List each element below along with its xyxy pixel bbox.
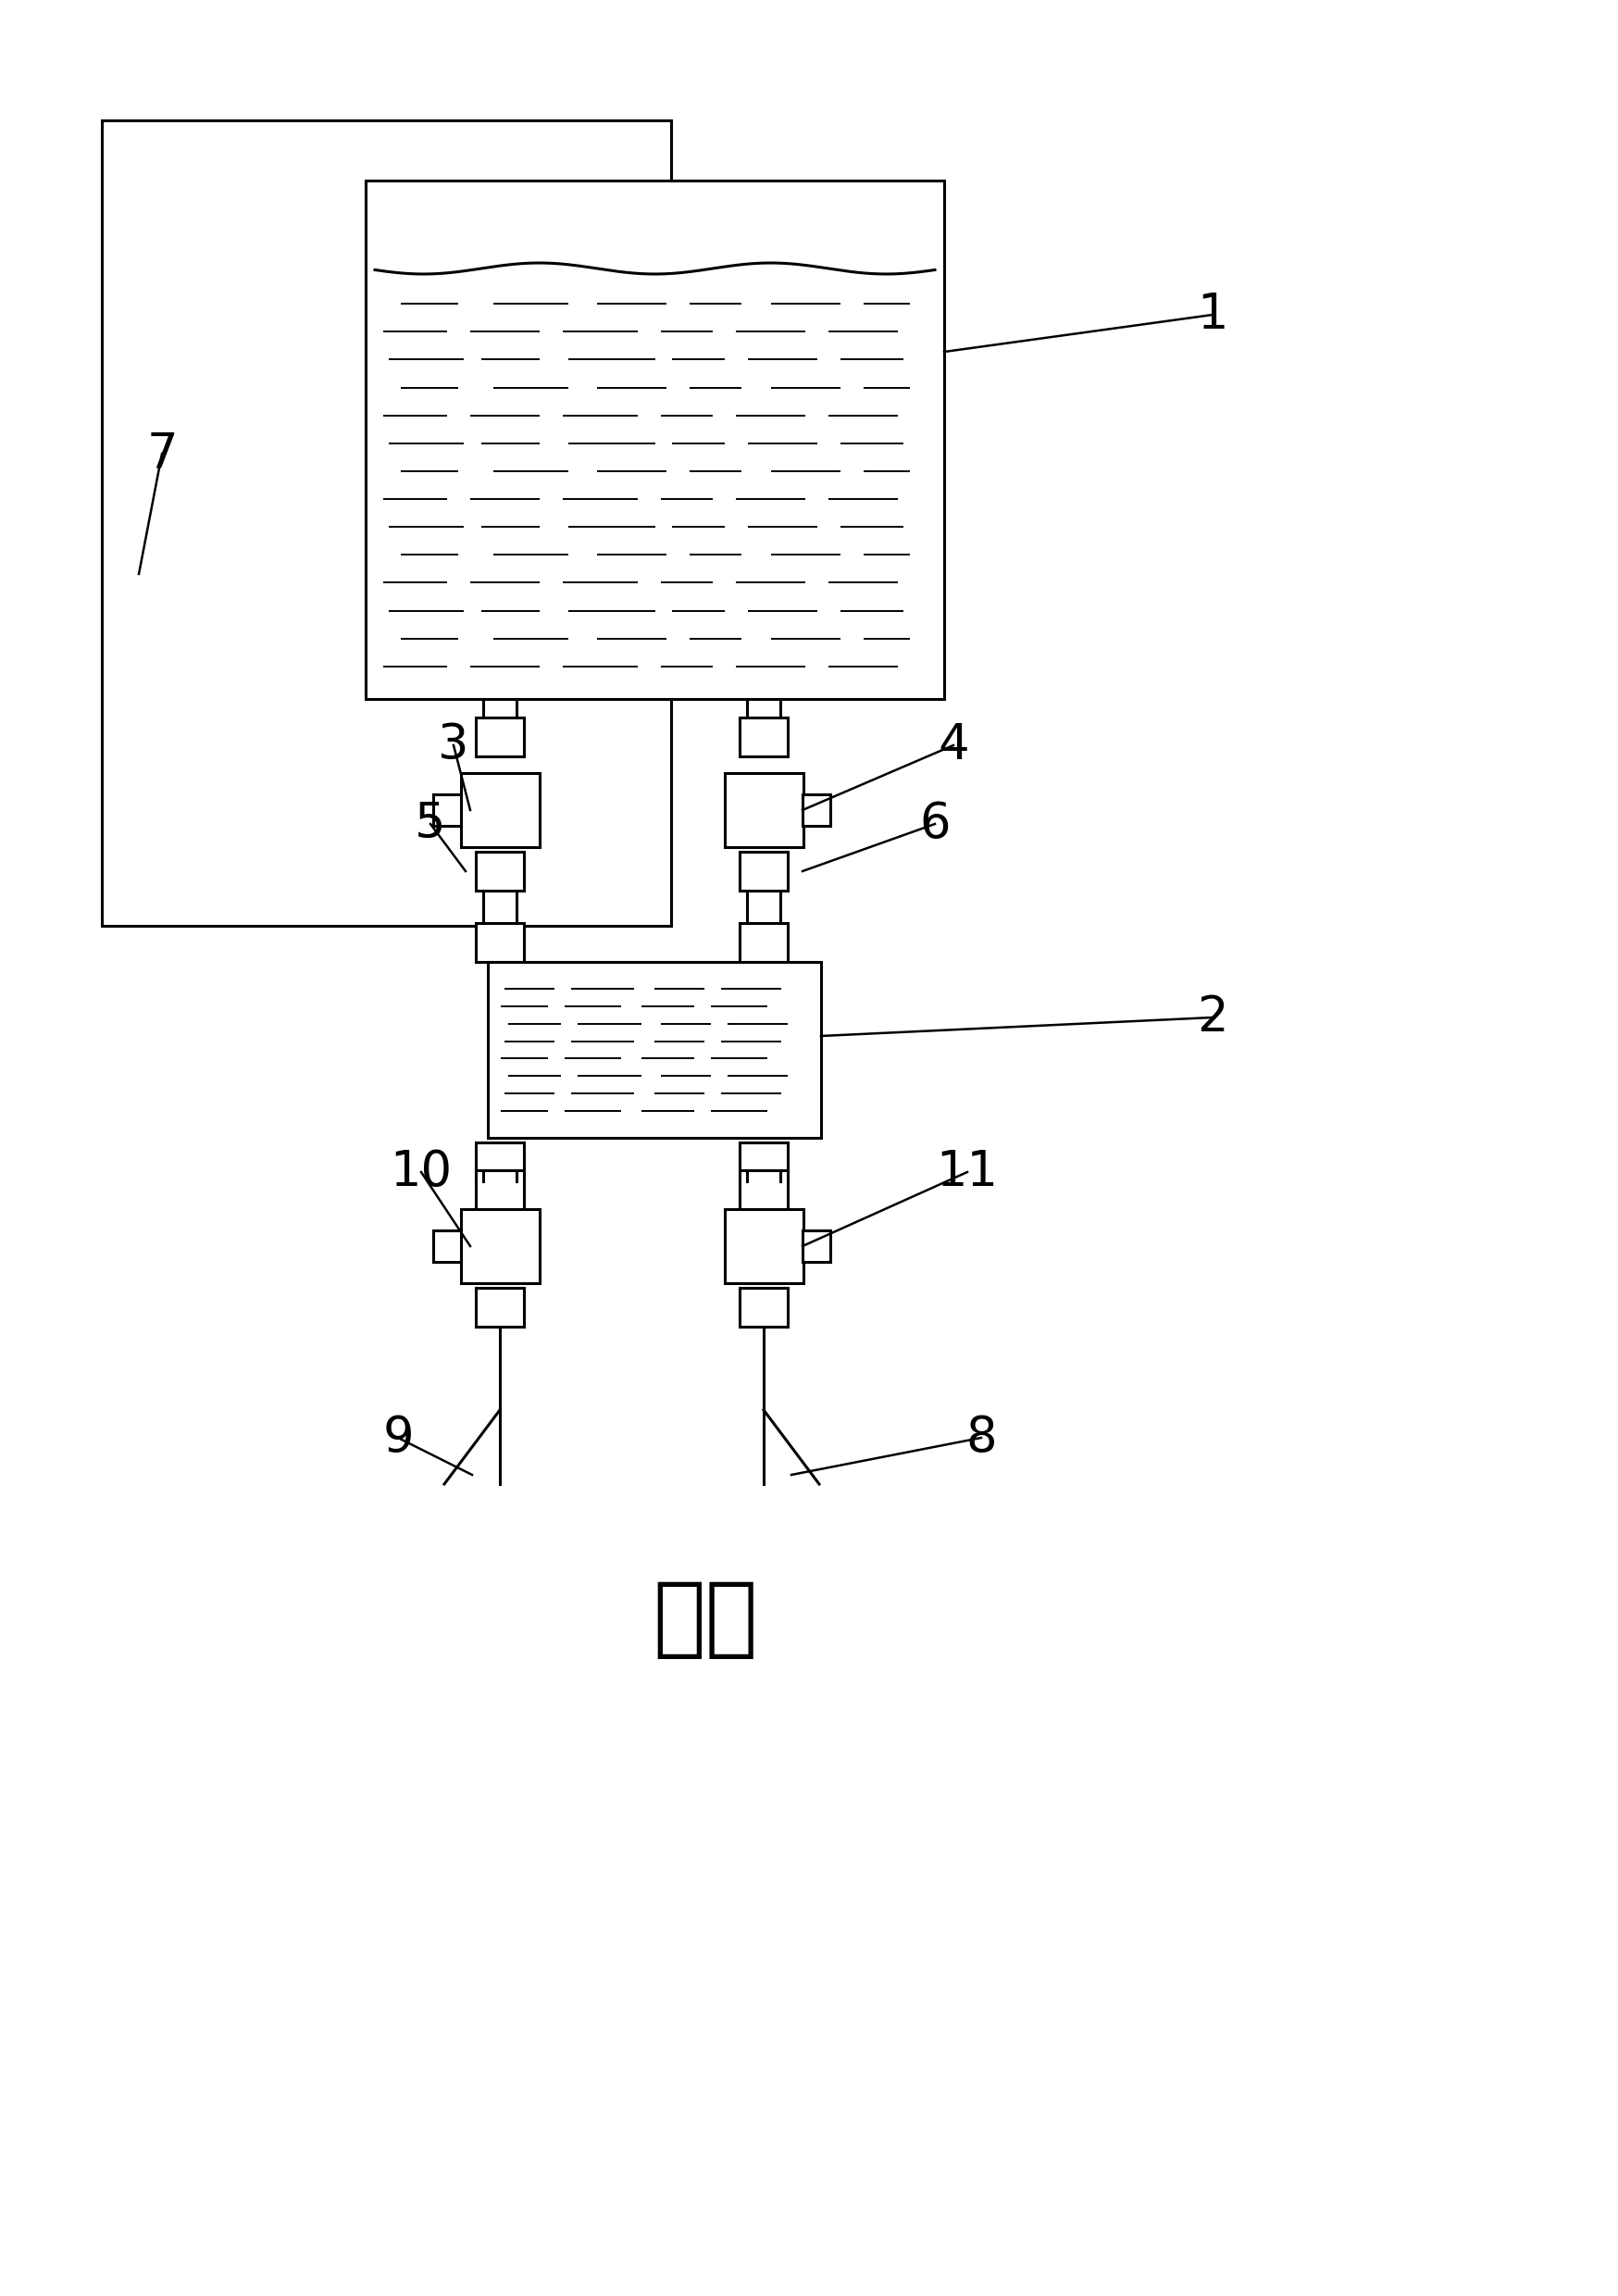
Text: 11: 11 <box>937 1148 998 1196</box>
Bar <box>461 1210 540 1283</box>
Text: 2: 2 <box>1197 994 1228 1042</box>
Text: 8: 8 <box>966 1414 997 1463</box>
Text: 10: 10 <box>390 1148 451 1196</box>
Bar <box>725 1210 804 1283</box>
Text: 1: 1 <box>1197 292 1228 340</box>
Text: 9: 9 <box>382 1414 414 1463</box>
Bar <box>476 923 524 962</box>
Bar <box>434 1231 461 1263</box>
Bar <box>739 923 788 962</box>
Bar <box>461 774 540 847</box>
Bar <box>366 181 945 698</box>
Bar <box>434 794 461 827</box>
Bar <box>739 1143 788 1182</box>
Text: 出液: 出液 <box>652 1577 757 1662</box>
Text: 3: 3 <box>438 721 469 769</box>
Bar <box>803 1231 830 1263</box>
Bar <box>476 1288 524 1327</box>
Bar <box>739 1288 788 1327</box>
Bar <box>739 852 788 891</box>
Bar <box>476 716 524 755</box>
Bar <box>739 716 788 755</box>
Bar <box>476 1143 524 1182</box>
Text: 5: 5 <box>414 799 447 847</box>
Bar <box>476 1171 524 1210</box>
Bar <box>803 794 830 827</box>
Bar <box>476 852 524 891</box>
Text: 7: 7 <box>146 429 178 478</box>
Bar <box>487 962 820 1139</box>
Bar <box>725 774 804 847</box>
Bar <box>102 119 671 925</box>
Bar <box>739 1171 788 1210</box>
Text: 6: 6 <box>919 799 950 847</box>
Text: 4: 4 <box>938 721 969 769</box>
